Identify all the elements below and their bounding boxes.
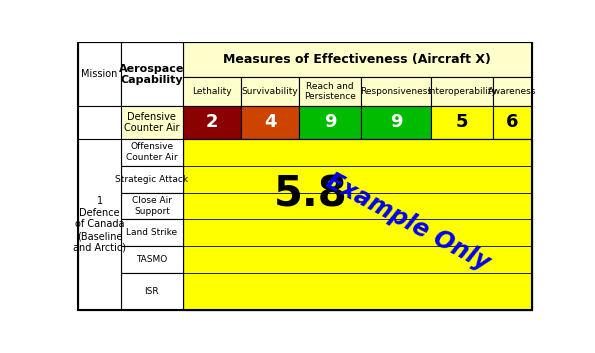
Bar bbox=[121, 166, 183, 192]
Bar bbox=[183, 106, 241, 139]
Text: Aerospace
Capability: Aerospace Capability bbox=[119, 64, 184, 85]
Text: Defensive
Counter Air: Defensive Counter Air bbox=[124, 112, 180, 133]
Bar bbox=[493, 77, 531, 106]
Text: 6: 6 bbox=[506, 113, 518, 131]
Text: 9: 9 bbox=[390, 113, 402, 131]
Text: Offensive
Counter Air: Offensive Counter Air bbox=[126, 142, 178, 162]
Bar bbox=[79, 42, 121, 106]
Text: Example Only: Example Only bbox=[322, 168, 493, 275]
Text: ISR: ISR bbox=[145, 287, 159, 296]
Bar bbox=[79, 139, 121, 310]
Text: 4: 4 bbox=[264, 113, 276, 131]
Text: Mission: Mission bbox=[82, 69, 118, 79]
Bar bbox=[431, 106, 493, 139]
Bar bbox=[241, 77, 299, 106]
Text: 1
Defence
of Canada
(Baseline
and Arctic): 1 Defence of Canada (Baseline and Arctic… bbox=[73, 196, 126, 253]
Bar bbox=[241, 106, 299, 139]
Bar bbox=[361, 106, 431, 139]
Text: Reach and
Persistence: Reach and Persistence bbox=[304, 82, 356, 101]
Bar bbox=[121, 139, 183, 166]
Bar bbox=[121, 106, 183, 139]
Text: 9: 9 bbox=[324, 113, 336, 131]
Text: TASMO: TASMO bbox=[136, 255, 168, 264]
Text: Lethality: Lethality bbox=[192, 87, 231, 96]
Bar bbox=[121, 42, 183, 106]
Text: Strategic Attack: Strategic Attack bbox=[115, 174, 189, 184]
Bar bbox=[121, 273, 183, 310]
Bar bbox=[183, 77, 241, 106]
Text: 5: 5 bbox=[456, 113, 468, 131]
Bar bbox=[361, 77, 431, 106]
Bar bbox=[121, 220, 183, 246]
Bar bbox=[183, 139, 531, 310]
Bar bbox=[121, 192, 183, 220]
Bar bbox=[299, 77, 361, 106]
Text: Close Air
Support: Close Air Support bbox=[132, 196, 172, 216]
Bar bbox=[431, 77, 493, 106]
Text: Awareness: Awareness bbox=[488, 87, 537, 96]
Bar bbox=[183, 139, 531, 310]
Bar bbox=[493, 106, 531, 139]
Text: Survivability: Survivability bbox=[242, 87, 299, 96]
Bar bbox=[121, 246, 183, 273]
Text: 5.8: 5.8 bbox=[274, 174, 347, 216]
Bar bbox=[183, 42, 531, 77]
Text: Responsiveness: Responsiveness bbox=[360, 87, 432, 96]
Text: Measures of Effectiveness (Aircraft X): Measures of Effectiveness (Aircraft X) bbox=[223, 53, 491, 66]
Text: 2: 2 bbox=[206, 113, 218, 131]
Text: Land Strike: Land Strike bbox=[126, 228, 177, 238]
Bar bbox=[299, 106, 361, 139]
Text: Interoperability: Interoperability bbox=[427, 87, 497, 96]
